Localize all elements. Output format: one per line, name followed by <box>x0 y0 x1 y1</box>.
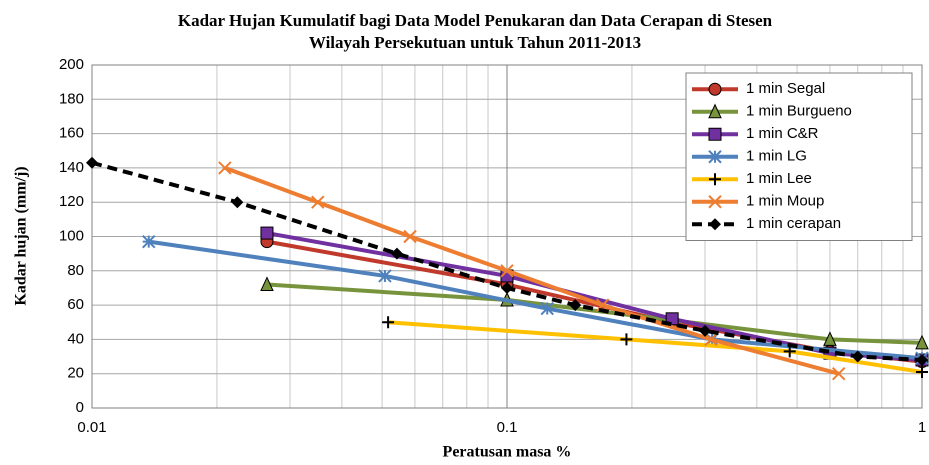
series-line <box>91 160 923 362</box>
marker <box>708 195 722 209</box>
marker <box>540 301 554 316</box>
marker <box>500 264 514 278</box>
marker <box>382 316 395 329</box>
legend-label: 1 min cerapan <box>746 215 841 232</box>
y-tick-label: 120 <box>59 193 84 210</box>
y-tick-label: 0 <box>76 399 84 416</box>
y-axis-label: Kadar hujan (mm/j) <box>13 166 30 305</box>
y-tick-label: 40 <box>67 330 84 347</box>
marker <box>311 195 325 209</box>
marker <box>218 161 232 175</box>
marker <box>708 82 722 96</box>
x-tick-label: 0.1 <box>497 419 518 436</box>
x-tick-label: 1 <box>918 419 926 436</box>
marker <box>823 331 837 346</box>
y-tick-label: 180 <box>59 90 84 107</box>
legend-label: 1 min Moup <box>746 193 824 210</box>
marker <box>142 234 156 249</box>
legend-label: 1 min Segal <box>746 80 825 97</box>
marker <box>915 334 929 350</box>
marker <box>709 173 721 186</box>
marker <box>620 333 633 346</box>
marker <box>231 196 244 209</box>
y-tick-label: 20 <box>67 365 84 382</box>
marker <box>783 345 796 358</box>
x-tick-label: 0.01 <box>77 419 106 436</box>
legend-label: 1 min C&R <box>746 125 819 142</box>
legend-label: 1 min Lee <box>746 170 812 187</box>
marker <box>708 103 722 119</box>
marker <box>569 299 582 312</box>
marker <box>708 127 722 141</box>
marker <box>709 218 721 231</box>
marker <box>832 366 846 381</box>
marker <box>501 281 513 294</box>
y-tick-label: 80 <box>67 262 84 279</box>
marker <box>916 353 928 366</box>
marker <box>390 247 403 260</box>
chart-subtitle: Wilayah Persekutuan untuk Tahun 2011-201… <box>309 33 641 52</box>
marker <box>378 269 392 283</box>
series-line <box>387 320 923 374</box>
marker <box>851 350 864 363</box>
marker <box>699 324 712 337</box>
marker <box>916 365 928 378</box>
plot-frame <box>91 64 923 409</box>
marker <box>86 156 98 169</box>
marker <box>708 150 722 164</box>
marker <box>704 332 718 347</box>
y-tick-label: 160 <box>59 125 84 142</box>
y-tick-label: 140 <box>59 159 84 176</box>
x-axis-label: Peratusan masa % <box>443 444 572 461</box>
legend-label: 1 min LG <box>746 148 807 165</box>
marker <box>595 298 610 312</box>
y-tick-label: 200 <box>59 56 84 73</box>
chart-title: Kadar Hujan Kumulatif bagi Data Model Pe… <box>178 11 773 30</box>
marker <box>260 226 274 240</box>
marker <box>260 276 274 292</box>
marker <box>403 229 417 244</box>
y-tick-label: 100 <box>59 227 84 244</box>
y-tick-label: 60 <box>67 296 84 313</box>
legend-label: 1 min Burgueno <box>746 103 852 120</box>
